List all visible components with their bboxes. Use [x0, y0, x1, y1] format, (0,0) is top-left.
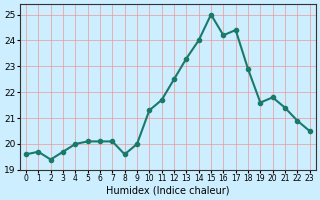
X-axis label: Humidex (Indice chaleur): Humidex (Indice chaleur) [106, 186, 229, 196]
